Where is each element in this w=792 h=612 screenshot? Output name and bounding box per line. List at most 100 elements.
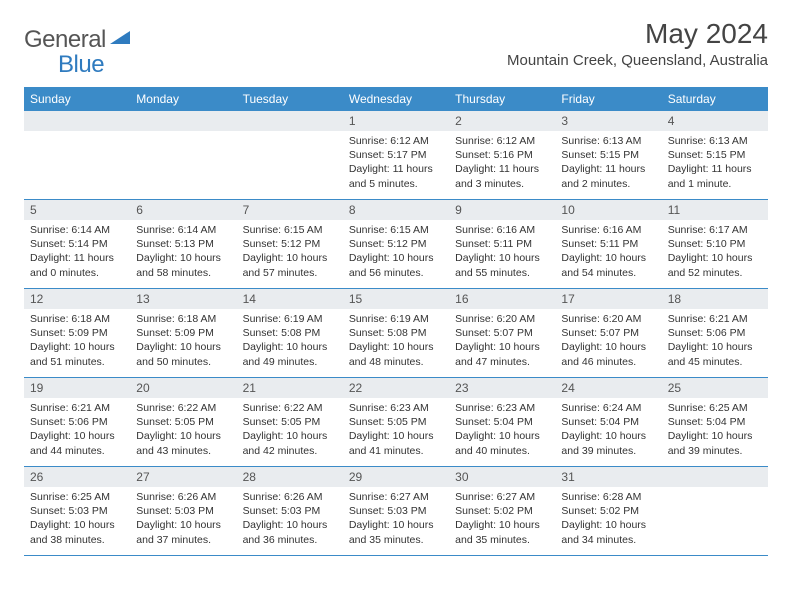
sunrise-text: Sunrise: 6:13 AM [668, 134, 762, 148]
daylight-text: Daylight: 11 hours and 1 minute. [668, 162, 762, 190]
day-body: Sunrise: 6:16 AMSunset: 5:11 PMDaylight:… [555, 220, 661, 286]
sunrise-text: Sunrise: 6:27 AM [455, 490, 549, 504]
sunrise-text: Sunrise: 6:14 AM [30, 223, 124, 237]
daylight-text: Daylight: 10 hours and 38 minutes. [30, 518, 124, 546]
week-row: 5Sunrise: 6:14 AMSunset: 5:14 PMDaylight… [24, 200, 768, 289]
day-cell: 18Sunrise: 6:21 AMSunset: 5:06 PMDayligh… [662, 289, 768, 377]
sunrise-text: Sunrise: 6:18 AM [30, 312, 124, 326]
day-body: Sunrise: 6:25 AMSunset: 5:03 PMDaylight:… [24, 487, 130, 553]
day-number: 12 [24, 289, 130, 309]
day-number: 2 [449, 111, 555, 131]
day-number: 16 [449, 289, 555, 309]
daylight-text: Daylight: 11 hours and 3 minutes. [455, 162, 549, 190]
day-body: Sunrise: 6:19 AMSunset: 5:08 PMDaylight:… [343, 309, 449, 375]
sunset-text: Sunset: 5:05 PM [243, 415, 337, 429]
week-row: 12Sunrise: 6:18 AMSunset: 5:09 PMDayligh… [24, 289, 768, 378]
sunset-text: Sunset: 5:12 PM [349, 237, 443, 251]
sunset-text: Sunset: 5:05 PM [349, 415, 443, 429]
day-cell: 19Sunrise: 6:21 AMSunset: 5:06 PMDayligh… [24, 378, 130, 466]
weekday-saturday: Saturday [662, 87, 768, 111]
day-number: 3 [555, 111, 661, 131]
day-body: Sunrise: 6:17 AMSunset: 5:10 PMDaylight:… [662, 220, 768, 286]
sunset-text: Sunset: 5:13 PM [136, 237, 230, 251]
day-cell: 23Sunrise: 6:23 AMSunset: 5:04 PMDayligh… [449, 378, 555, 466]
day-number: 28 [237, 467, 343, 487]
day-number: 9 [449, 200, 555, 220]
sunrise-text: Sunrise: 6:18 AM [136, 312, 230, 326]
sunrise-text: Sunrise: 6:28 AM [561, 490, 655, 504]
daylight-text: Daylight: 11 hours and 5 minutes. [349, 162, 443, 190]
day-cell: 24Sunrise: 6:24 AMSunset: 5:04 PMDayligh… [555, 378, 661, 466]
sunrise-text: Sunrise: 6:15 AM [243, 223, 337, 237]
day-number: 6 [130, 200, 236, 220]
day-body: Sunrise: 6:15 AMSunset: 5:12 PMDaylight:… [343, 220, 449, 286]
sunset-text: Sunset: 5:03 PM [243, 504, 337, 518]
daylight-text: Daylight: 10 hours and 49 minutes. [243, 340, 337, 368]
day-number: 20 [130, 378, 236, 398]
day-number: 24 [555, 378, 661, 398]
day-body: Sunrise: 6:13 AMSunset: 5:15 PMDaylight:… [662, 131, 768, 197]
day-body: Sunrise: 6:22 AMSunset: 5:05 PMDaylight:… [237, 398, 343, 464]
sunset-text: Sunset: 5:15 PM [561, 148, 655, 162]
daylight-text: Daylight: 10 hours and 45 minutes. [668, 340, 762, 368]
sunrise-text: Sunrise: 6:16 AM [561, 223, 655, 237]
week-row: 1Sunrise: 6:12 AMSunset: 5:17 PMDaylight… [24, 111, 768, 200]
sunrise-text: Sunrise: 6:20 AM [455, 312, 549, 326]
sunrise-text: Sunrise: 6:23 AM [455, 401, 549, 415]
location: Mountain Creek, Queensland, Australia [507, 52, 768, 69]
day-body: Sunrise: 6:28 AMSunset: 5:02 PMDaylight:… [555, 487, 661, 553]
sunrise-text: Sunrise: 6:26 AM [136, 490, 230, 504]
day-number: 26 [24, 467, 130, 487]
day-number: 10 [555, 200, 661, 220]
calendar: Sunday Monday Tuesday Wednesday Thursday… [24, 87, 768, 556]
weekday-tuesday: Tuesday [237, 87, 343, 111]
daylight-text: Daylight: 11 hours and 0 minutes. [30, 251, 124, 279]
day-cell: 11Sunrise: 6:17 AMSunset: 5:10 PMDayligh… [662, 200, 768, 288]
daylight-text: Daylight: 11 hours and 2 minutes. [561, 162, 655, 190]
logo-triangle-icon [110, 28, 130, 49]
day-number: 5 [24, 200, 130, 220]
day-body: Sunrise: 6:23 AMSunset: 5:05 PMDaylight:… [343, 398, 449, 464]
day-body: Sunrise: 6:25 AMSunset: 5:04 PMDaylight:… [662, 398, 768, 464]
daylight-text: Daylight: 10 hours and 55 minutes. [455, 251, 549, 279]
day-cell: 20Sunrise: 6:22 AMSunset: 5:05 PMDayligh… [130, 378, 236, 466]
daylight-text: Daylight: 10 hours and 51 minutes. [30, 340, 124, 368]
day-cell: 29Sunrise: 6:27 AMSunset: 5:03 PMDayligh… [343, 467, 449, 555]
day-cell: 22Sunrise: 6:23 AMSunset: 5:05 PMDayligh… [343, 378, 449, 466]
day-number: 18 [662, 289, 768, 309]
day-number [24, 111, 130, 131]
day-cell: 25Sunrise: 6:25 AMSunset: 5:04 PMDayligh… [662, 378, 768, 466]
day-number: 11 [662, 200, 768, 220]
day-number: 21 [237, 378, 343, 398]
sunset-text: Sunset: 5:17 PM [349, 148, 443, 162]
day-cell: 21Sunrise: 6:22 AMSunset: 5:05 PMDayligh… [237, 378, 343, 466]
day-body: Sunrise: 6:21 AMSunset: 5:06 PMDaylight:… [662, 309, 768, 375]
daylight-text: Daylight: 10 hours and 36 minutes. [243, 518, 337, 546]
sunrise-text: Sunrise: 6:14 AM [136, 223, 230, 237]
sunset-text: Sunset: 5:09 PM [136, 326, 230, 340]
day-number: 25 [662, 378, 768, 398]
sunrise-text: Sunrise: 6:19 AM [243, 312, 337, 326]
day-number [237, 111, 343, 131]
week-row: 19Sunrise: 6:21 AMSunset: 5:06 PMDayligh… [24, 378, 768, 467]
day-cell: 12Sunrise: 6:18 AMSunset: 5:09 PMDayligh… [24, 289, 130, 377]
day-body: Sunrise: 6:20 AMSunset: 5:07 PMDaylight:… [449, 309, 555, 375]
day-body: Sunrise: 6:14 AMSunset: 5:13 PMDaylight:… [130, 220, 236, 286]
day-body: Sunrise: 6:12 AMSunset: 5:16 PMDaylight:… [449, 131, 555, 197]
day-number: 4 [662, 111, 768, 131]
day-cell: 17Sunrise: 6:20 AMSunset: 5:07 PMDayligh… [555, 289, 661, 377]
daylight-text: Daylight: 10 hours and 50 minutes. [136, 340, 230, 368]
weekday-monday: Monday [130, 87, 236, 111]
day-cell [24, 111, 130, 199]
daylight-text: Daylight: 10 hours and 57 minutes. [243, 251, 337, 279]
day-cell: 6Sunrise: 6:14 AMSunset: 5:13 PMDaylight… [130, 200, 236, 288]
day-number: 19 [24, 378, 130, 398]
day-body: Sunrise: 6:15 AMSunset: 5:12 PMDaylight:… [237, 220, 343, 286]
day-number: 15 [343, 289, 449, 309]
day-body: Sunrise: 6:27 AMSunset: 5:02 PMDaylight:… [449, 487, 555, 553]
day-cell: 2Sunrise: 6:12 AMSunset: 5:16 PMDaylight… [449, 111, 555, 199]
sunset-text: Sunset: 5:12 PM [243, 237, 337, 251]
day-body: Sunrise: 6:13 AMSunset: 5:15 PMDaylight:… [555, 131, 661, 197]
sunrise-text: Sunrise: 6:12 AM [349, 134, 443, 148]
day-cell [662, 467, 768, 555]
